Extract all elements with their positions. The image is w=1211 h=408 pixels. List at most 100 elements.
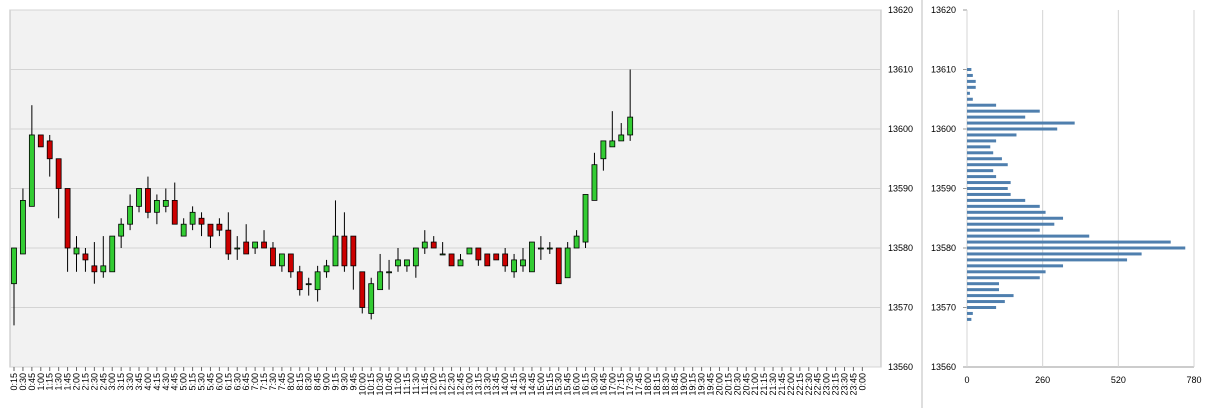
x-tick-label: 1:45: [63, 373, 73, 391]
x-tick-label: 21:45: [777, 373, 787, 396]
x-tick-label: 12:15: [438, 373, 448, 396]
profile-bar: [967, 79, 976, 83]
x-tick-label: 16:30: [589, 373, 599, 396]
profile-bar: [967, 163, 1008, 167]
x-tick-label: 4:30: [161, 373, 171, 391]
candle-body: [234, 247, 241, 250]
x-tick-label: 21:00: [750, 373, 760, 396]
candle-body: [457, 259, 464, 267]
candle-body: [28, 134, 35, 207]
x-tick-label: 16:15: [581, 373, 591, 396]
x-tick-label: 2:45: [98, 373, 108, 391]
profile-bar: [967, 91, 970, 95]
x-tick-label: 19:00: [679, 373, 689, 396]
x-tick-label: 13:15: [473, 373, 483, 396]
candle-body: [430, 241, 437, 249]
y-tick-label: 13560: [931, 362, 956, 372]
x-tick-label: 22:30: [804, 373, 814, 396]
x-tick-label: 5:15: [188, 373, 198, 391]
profile-bar: [967, 151, 994, 155]
x-tick-label: 10:15: [366, 373, 376, 396]
candle-body: [555, 247, 562, 285]
x-tick-label: 2:00: [72, 373, 82, 391]
profile-bar: [967, 97, 973, 101]
x-tick-label: 23:15: [831, 373, 841, 396]
profile-bar: [967, 276, 1040, 280]
profile-bar: [967, 68, 972, 71]
x-tick-label: 23:00: [822, 373, 832, 396]
candle-body: [564, 247, 571, 279]
x-tick-label: 15:30: [554, 373, 564, 396]
profile-bar: [967, 121, 1075, 125]
candle-body: [261, 241, 267, 249]
x-tick-label: 10:00: [357, 373, 367, 396]
x-tick-label: 20:30: [732, 373, 742, 396]
x-tick-label: 17:30: [625, 373, 635, 396]
candle-body: [412, 247, 419, 267]
volume-profile-chart: 13620 13610 13600 13590 13580 13570 13560 0 260 5…: [921, 0, 1202, 408]
x-tick-label: 12:00: [429, 373, 439, 396]
profile-bar: [967, 288, 1000, 292]
candle-body: [323, 265, 330, 273]
x-tick-label: 20:00: [714, 373, 724, 396]
candle-body: [20, 199, 26, 255]
y-tick-label: 13560: [888, 362, 913, 372]
x-tick-label: 20:15: [723, 373, 733, 396]
x-tick-label: 6:30: [232, 373, 242, 391]
x-tick-label: 9:45: [348, 373, 358, 391]
profile-bar: [967, 306, 997, 309]
candle-body: [37, 134, 44, 148]
y-tick-label: 13590: [888, 184, 913, 194]
profile-bar: [967, 222, 1055, 226]
y-tick-label: 13600: [888, 124, 913, 134]
x-tick-label: 18:15: [652, 373, 662, 396]
profile-bar: [967, 204, 1040, 208]
candle-body: [198, 217, 205, 225]
candle-body: [73, 247, 80, 255]
profile-bar: [967, 157, 1002, 161]
candle-body: [11, 247, 17, 285]
x-tick-label: 9:15: [330, 373, 340, 391]
x-tick-label: 8:30: [304, 373, 314, 391]
x-tick-label: 6:45: [241, 373, 251, 391]
profile-bar: [967, 145, 991, 149]
x-tick-label: 10:45: [384, 373, 394, 396]
candle-body: [225, 229, 232, 255]
candle-body: [100, 265, 107, 273]
x-tick-label: 0:45: [27, 373, 37, 391]
x-tick-label: 1:30: [54, 373, 64, 391]
profile-bar: [967, 252, 1142, 256]
candle-body: [350, 235, 357, 267]
x-tick-label: 3:15: [116, 373, 126, 391]
x-tick-label: 21:15: [759, 373, 769, 396]
y-tick-label: 13610: [931, 65, 956, 75]
profile-bar: [967, 294, 1014, 298]
x-tick-label: 7:00: [250, 373, 260, 391]
candle-body: [296, 271, 303, 291]
x-tick-label: 13:45: [491, 373, 501, 396]
candle-body: [91, 265, 98, 273]
x-tick-label: 12:30: [447, 373, 457, 396]
x-tick-label: 19:45: [706, 373, 716, 396]
x-tick-label: 16:45: [598, 373, 608, 396]
candle-body: [82, 253, 89, 261]
x-tick-label: 12:45: [456, 373, 466, 396]
y-tick-label: 13600: [931, 124, 956, 134]
profile-bar: [967, 103, 997, 107]
profile-bar: [967, 234, 1090, 238]
candle-body: [359, 271, 366, 308]
profile-bar: [967, 187, 1008, 190]
candle-body: [529, 241, 535, 273]
x-tick-label: 2:30: [89, 373, 99, 391]
x-tick-label: 3:00: [107, 373, 117, 391]
candle-body: [618, 134, 625, 142]
profile-bar: [967, 109, 1040, 113]
profile-bar: [967, 198, 1026, 202]
x-tick-label: 18:45: [670, 373, 680, 396]
x-tick-label: 7:15: [259, 373, 269, 391]
candle-body: [520, 259, 526, 267]
profile-bar: [967, 181, 1011, 185]
x-tick-label: 22:15: [795, 373, 805, 396]
candle-body: [145, 188, 151, 213]
candle-body: [189, 211, 196, 225]
